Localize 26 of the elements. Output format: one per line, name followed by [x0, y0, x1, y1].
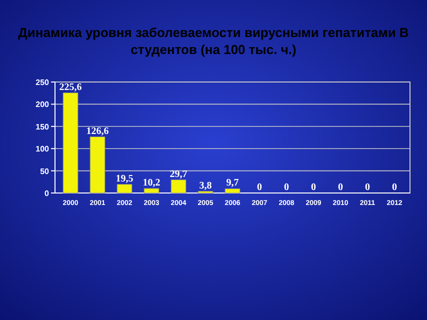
data-label: 0: [392, 182, 397, 193]
bar: [144, 188, 160, 194]
data-label: 0: [310, 182, 316, 193]
data-label: 19,5: [116, 173, 134, 184]
data-label: 0: [256, 182, 262, 193]
y-tick-label: 0: [44, 189, 50, 198]
bar: [62, 92, 78, 194]
y-tick-label: 100: [36, 144, 50, 154]
data-label: 225,6: [59, 82, 82, 93]
data-label: 0: [284, 182, 289, 193]
y-tick-label: 50: [40, 166, 50, 176]
data-label: 3,8: [199, 180, 212, 192]
y-tick-label: 150: [36, 122, 50, 132]
data-label: 0: [364, 182, 370, 193]
bar: [116, 184, 132, 194]
data-label: 10,2: [142, 177, 160, 188]
bar: [90, 136, 106, 194]
bar: [170, 180, 186, 194]
y-tick-label: 200: [36, 100, 50, 110]
chart-title: Динамика уровня заболеваемости вирусными гепатитами В студентов (на 100 тыс. ч.): [18, 25, 409, 57]
bar: [224, 188, 240, 194]
data-label: 9,7: [226, 178, 239, 189]
data-label: 0: [338, 182, 343, 193]
data-label: 29,7: [170, 168, 188, 180]
data-label: 126,6: [86, 126, 109, 137]
y-tick-label: 250: [36, 78, 50, 87]
